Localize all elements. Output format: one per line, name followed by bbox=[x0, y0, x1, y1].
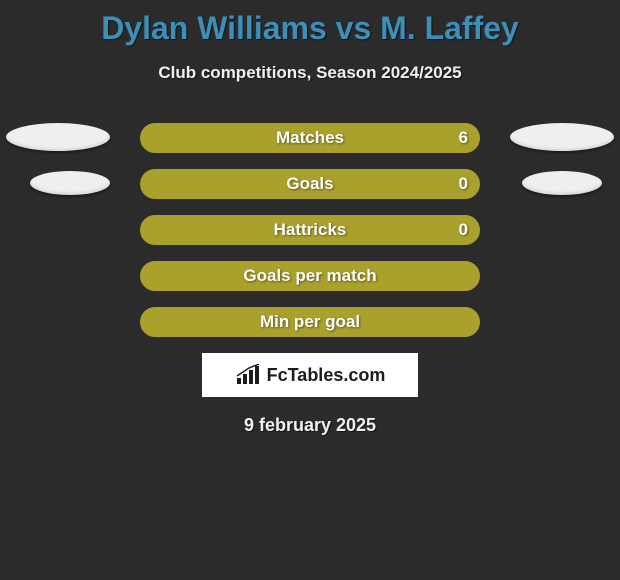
player-right-marker bbox=[510, 123, 614, 151]
page-title: Dylan Williams vs M. Laffey bbox=[0, 10, 620, 47]
stat-row-min-per-goal: Min per goal bbox=[0, 307, 620, 337]
player-right-marker bbox=[522, 171, 602, 195]
player-left-marker bbox=[30, 171, 110, 195]
stat-bar-fill bbox=[140, 307, 480, 337]
stat-row-goals-per-match: Goals per match bbox=[0, 261, 620, 291]
stat-row-hattricks: Hattricks 0 bbox=[0, 215, 620, 245]
player-left-marker bbox=[6, 123, 110, 151]
bar-chart-icon bbox=[235, 364, 261, 386]
attribution-text: FcTables.com bbox=[267, 365, 386, 386]
page-subtitle: Club competitions, Season 2024/2025 bbox=[0, 63, 620, 83]
stat-bar-fill bbox=[140, 169, 480, 199]
comparison-infographic: Dylan Williams vs M. Laffey Club competi… bbox=[0, 0, 620, 580]
stat-row-goals: Goals 0 bbox=[0, 169, 620, 199]
attribution-logo: FcTables.com bbox=[202, 353, 418, 397]
stat-row-matches: Matches 6 bbox=[0, 123, 620, 153]
stat-rows: Matches 6 Goals 0 Hattricks 0 Goals per … bbox=[0, 123, 620, 337]
stat-bar-fill bbox=[140, 261, 480, 291]
stat-bar-fill bbox=[140, 123, 480, 153]
stat-bar-fill bbox=[140, 215, 480, 245]
footer-date: 9 february 2025 bbox=[0, 415, 620, 436]
